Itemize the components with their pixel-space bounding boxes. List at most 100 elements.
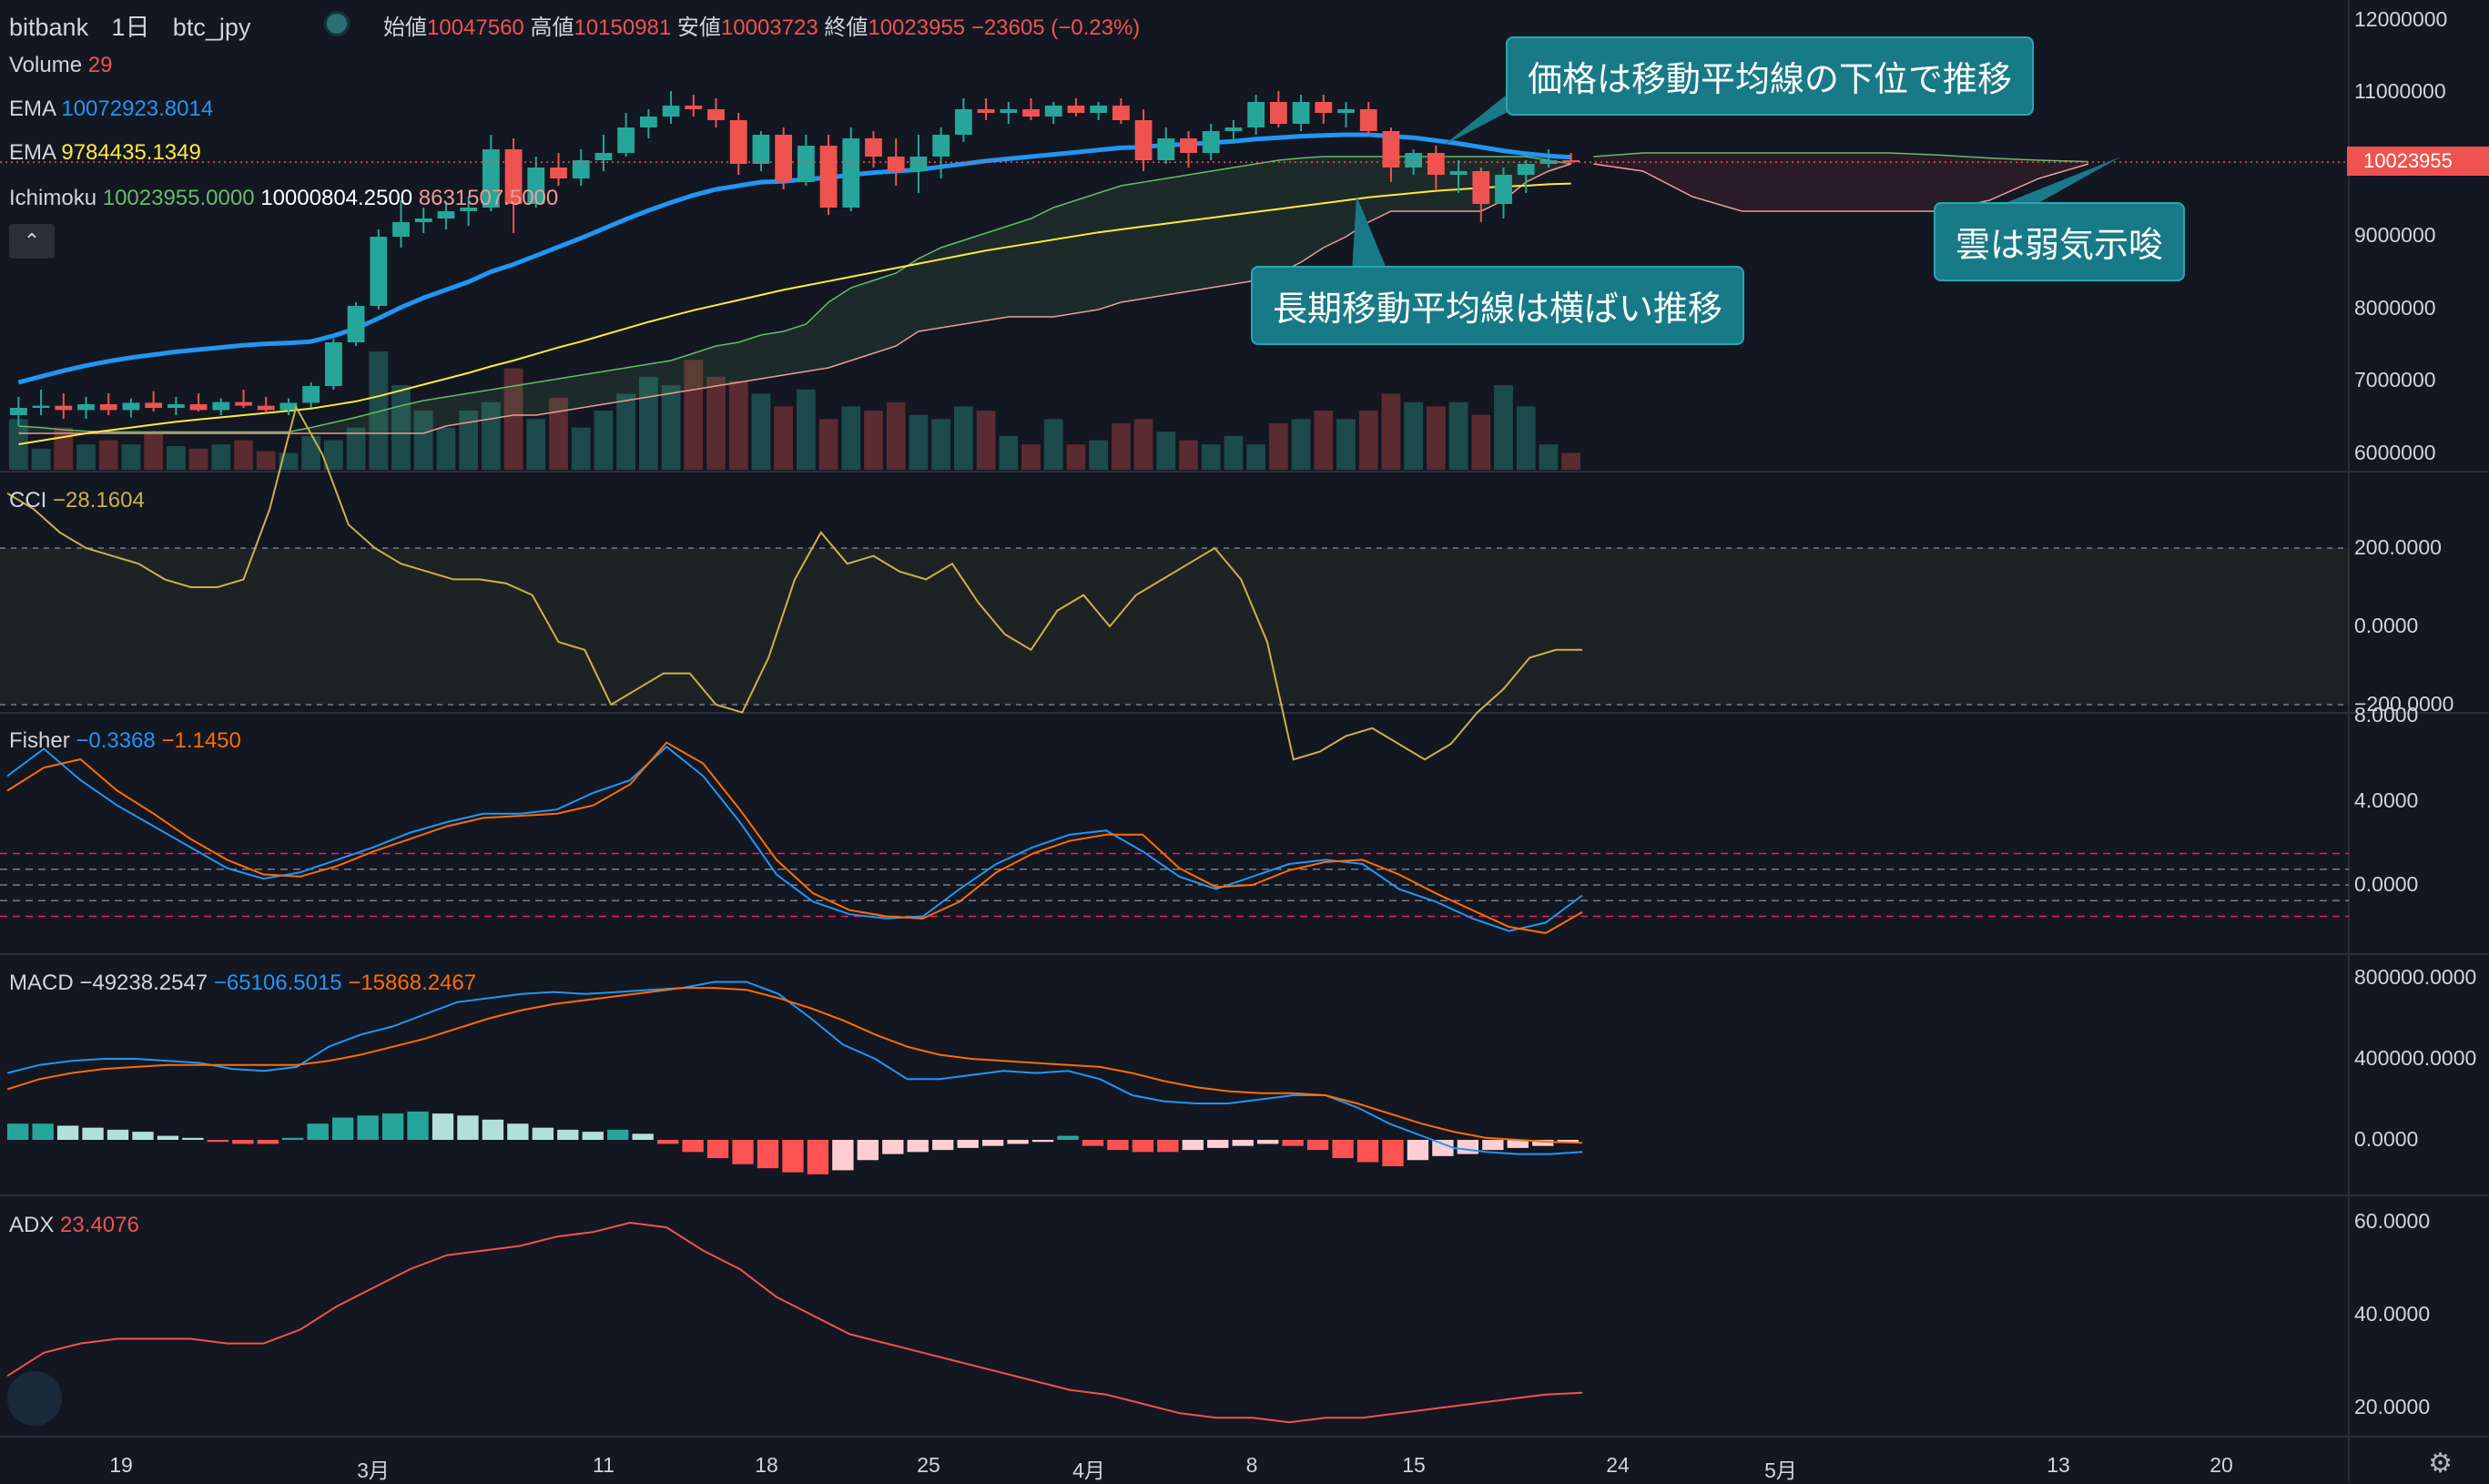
candle-body: [1202, 131, 1220, 153]
volume-bar: [728, 381, 748, 470]
volume-bar: [886, 401, 906, 470]
legend-ichimoku-v1: 10023955.0000: [102, 186, 255, 210]
legend-ema-fast[interactable]: EMA 10072923.8014: [9, 97, 213, 122]
macd-histogram-bar: [1107, 1140, 1129, 1151]
candle-body: [1067, 106, 1085, 113]
price-tick: 9000000: [2354, 223, 2436, 247]
callout-pointer: [1352, 196, 1388, 273]
macd-histogram-bar: [1082, 1140, 1104, 1146]
logo-icon[interactable]: [7, 1371, 62, 1426]
cci-value: −28.1604: [53, 488, 145, 513]
volume-bar: [1021, 444, 1041, 470]
legend-ema-fast-value: 10072923.8014: [61, 97, 214, 121]
volume-bar: [1516, 406, 1536, 470]
macd-histogram-bar: [82, 1127, 104, 1140]
chevron-up-icon: ⌃: [23, 229, 41, 252]
legend-ema-slow-name: EMA: [9, 140, 56, 165]
volume-bar: [1314, 411, 1334, 470]
candle-body: [752, 135, 770, 164]
macd-histogram-bar: [782, 1140, 804, 1173]
last-price-tag: 10023955: [2347, 147, 2489, 176]
date-tick: 25: [917, 1453, 940, 1477]
macd-histogram-bar: [1332, 1140, 1354, 1159]
candle-body: [189, 404, 208, 411]
candle-body: [279, 402, 298, 411]
volume-bar: [953, 406, 973, 470]
symbol-name: btc_jpy: [172, 14, 251, 41]
candle-body: [1382, 131, 1400, 168]
callout-price-below-ma: 価格は移動平均線の下位で推移: [1506, 36, 2035, 116]
volume-bar: [931, 419, 951, 470]
change-value: −23605 (−0.23%): [970, 15, 1141, 40]
ichimoku-span-a-future: [1593, 152, 2089, 163]
high-value: 10150981: [574, 15, 672, 40]
cci-legend[interactable]: CCI −28.1604: [9, 488, 145, 513]
candle-body: [572, 160, 590, 178]
volume-bar: [796, 389, 816, 470]
ichimoku-span-b-future: [1593, 163, 2089, 212]
macd-histogram-bar: [757, 1140, 779, 1169]
fisher-legend[interactable]: Fisher −0.3368 −1.1450: [9, 728, 241, 754]
macd-histogram-bar: [1407, 1140, 1429, 1161]
volume-bar: [346, 427, 366, 470]
macd-histogram-bar: [56, 1125, 79, 1140]
candle-body: [414, 219, 432, 222]
candle-body: [460, 208, 478, 211]
adx-legend[interactable]: ADX 23.4076: [9, 1213, 139, 1238]
candle-body: [550, 168, 567, 178]
ichimoku-future-cloud: [1593, 153, 2089, 211]
candle-body: [954, 109, 972, 135]
symbol-title[interactable]: bitbank 1日 btc_jpy: [9, 7, 250, 43]
macd-legend[interactable]: MACD −49238.2547 −65106.5015 −15868.2467: [9, 971, 476, 996]
legend-volume[interactable]: Volume 29: [9, 53, 112, 78]
date-tick: 4月: [1072, 1459, 1105, 1482]
candle-body: [1359, 109, 1377, 131]
volume-bar: [1471, 414, 1491, 470]
candle-body: [1539, 160, 1558, 164]
candle-body: [1224, 127, 1243, 131]
candle-body: [527, 168, 545, 204]
macd-histogram-bar: [1057, 1135, 1079, 1140]
adx-value: 23.4076: [60, 1213, 139, 1237]
macd-histogram-bar: [882, 1140, 904, 1154]
price-tick: 7000000: [2354, 368, 2436, 391]
fisher-trigger-line: [6, 741, 1583, 934]
ema-fast-line: [17, 132, 1571, 385]
date-tick: 19: [109, 1453, 133, 1477]
volume-bar: [638, 376, 658, 470]
candle-body: [932, 135, 950, 157]
adx-tick: 40.0000: [2354, 1302, 2431, 1326]
macd-tick: 400000.0000: [2354, 1046, 2477, 1070]
cci-tick: 0.0000: [2354, 614, 2419, 637]
ichimoku-cloud: [18, 157, 1571, 433]
close-label: 終値: [824, 15, 869, 40]
date-tick: 20: [2210, 1453, 2233, 1477]
macd-histogram-bar: [1007, 1140, 1029, 1144]
macd-histogram-bar: [632, 1133, 654, 1140]
macd-histogram-bar: [1432, 1140, 1454, 1156]
macd-histogram-bar: [1132, 1140, 1154, 1153]
macd-tick: 800000.0000: [2354, 965, 2477, 989]
legend-ichimoku-v3: 8631507.5000: [418, 186, 559, 210]
macd-histogram-bar: [482, 1119, 504, 1140]
candle-body: [707, 109, 725, 120]
cci-line: [6, 404, 1582, 761]
macd-histogram-bar: [457, 1115, 479, 1140]
volume-bar: [1561, 452, 1581, 470]
candle-body: [212, 401, 230, 411]
volume-bar: [841, 406, 861, 470]
volume-bar: [1539, 444, 1559, 470]
candle-body: [1427, 153, 1445, 175]
date-tick: 24: [1606, 1453, 1630, 1477]
legend-ema-slow[interactable]: EMA 9784435.1349: [9, 140, 201, 166]
gear-icon[interactable]: ⚙: [2428, 1448, 2453, 1479]
collapse-legend-button[interactable]: ⌃: [9, 224, 55, 259]
candle-body: [437, 211, 455, 219]
legend-ichimoku[interactable]: Ichimoku 10023955.0000 10000804.2500 863…: [9, 186, 558, 211]
candle-body: [257, 405, 275, 411]
interval-label[interactable]: 1日: [111, 14, 150, 41]
macd-histogram-bar: [307, 1123, 329, 1140]
close-value: 10023955: [868, 15, 966, 40]
candle-body: [594, 153, 613, 160]
macd-line-value: −65106.5015: [213, 971, 342, 995]
